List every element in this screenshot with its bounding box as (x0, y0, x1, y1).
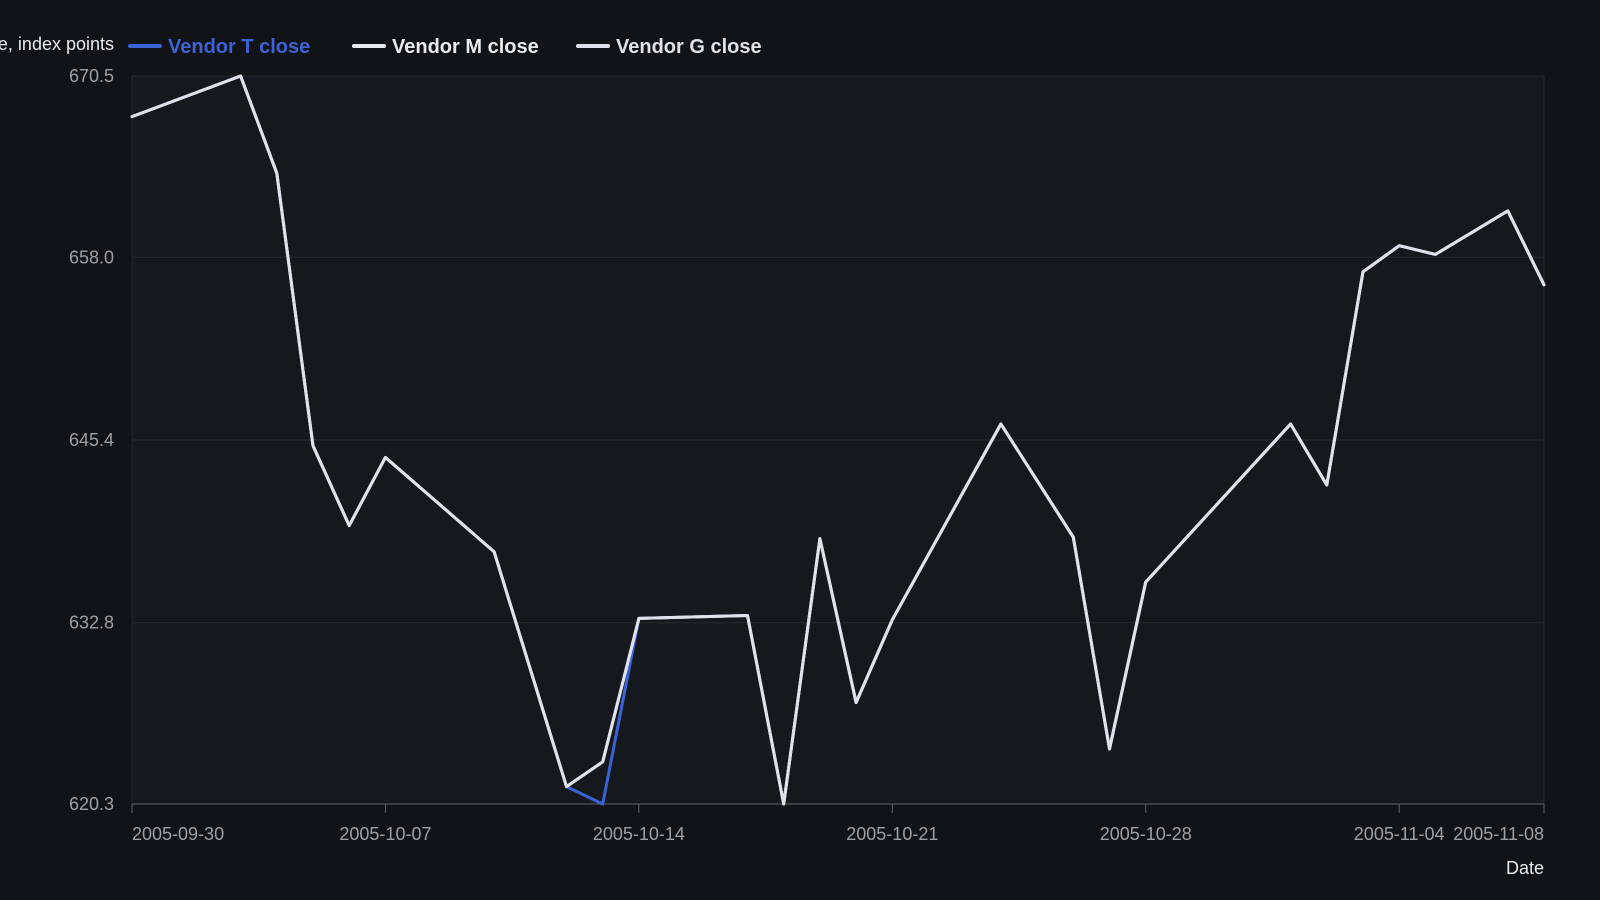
y-tick-label: 620.3 (69, 794, 114, 814)
series-lines (130, 74, 1546, 806)
x-tick-label: 2005-10-07 (339, 824, 431, 844)
series-line-3 (130, 74, 1546, 806)
x-tick-label: 2005-11-04 (1354, 824, 1445, 844)
x-tick-label: 2005-10-28 (1100, 824, 1192, 844)
legend-entry-label: Vendor G close (616, 36, 762, 58)
legend: Vendor T close Vendor M close Vendor G clo… (128, 36, 762, 58)
y-tick-label: 658.0 (69, 247, 114, 267)
legend-entry-label: Vendor M close (392, 36, 539, 58)
y-tick-label: 670.5 (69, 66, 114, 86)
y-axis-ticks: 620.3 632.8 645.4 658.0 670.5 (69, 66, 114, 814)
x-tick-label: 2005-09-30 (132, 824, 224, 844)
y-tick-label: 645.4 (69, 430, 114, 450)
y-tick-label: 632.8 (69, 613, 114, 633)
x-tick-label: 2005-11-08 (1453, 824, 1544, 844)
axes (131, 76, 1544, 805)
x-axis-ticks: 2005-09-30 2005-10-07 2005-10-14 2005-10-21… (131, 804, 1545, 844)
x-tick-label: 2005-10-14 (593, 824, 685, 844)
legend-entry-label: Vendor T close (168, 36, 310, 58)
y-axis-title: e, index points (0, 34, 114, 54)
x-tick-label: 2005-10-21 (846, 824, 938, 844)
x-axis-title: Date (1506, 858, 1544, 878)
